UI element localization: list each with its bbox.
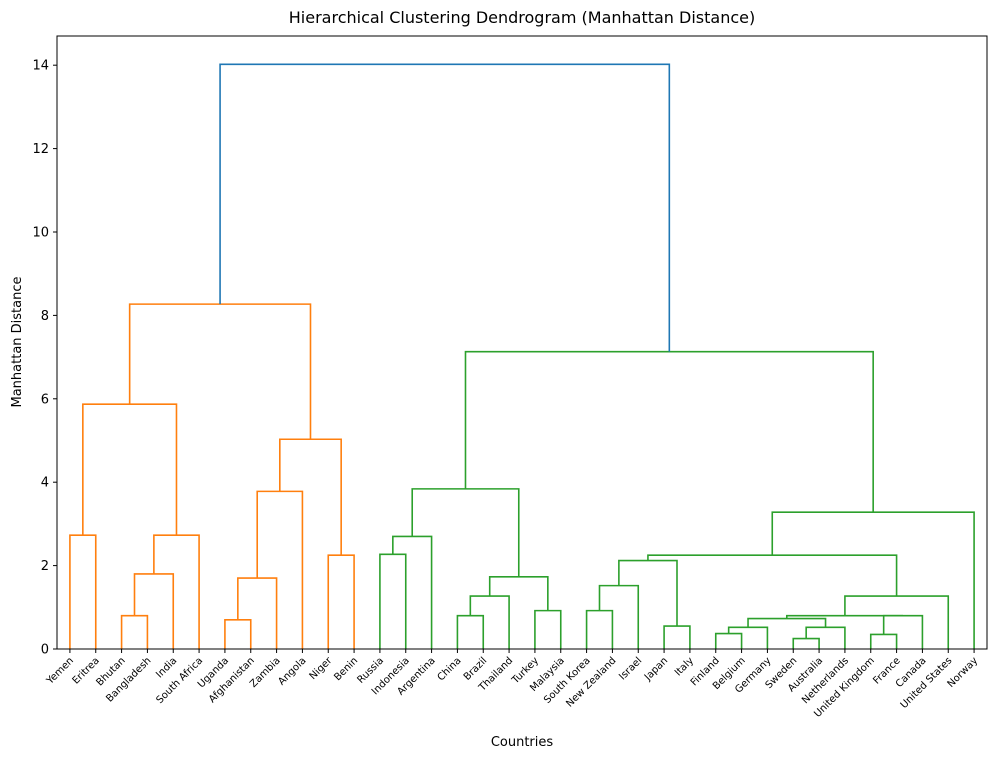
dendrogram-link — [534, 609, 562, 649]
dendrogram-link — [82, 403, 178, 536]
y-tick-label: 10 — [32, 225, 49, 240]
dendrogram-link — [379, 553, 407, 649]
y-tick-label: 8 — [41, 309, 49, 324]
dendrogram-link — [120, 614, 149, 649]
y-tick-label: 2 — [41, 559, 49, 574]
y-tick-label: 4 — [41, 476, 49, 491]
dendrogram-link — [747, 617, 827, 628]
dendrogram-link — [327, 554, 355, 649]
dendrogram-link — [882, 614, 924, 649]
dendrogram-link — [792, 637, 820, 649]
dendrogram-link — [869, 633, 898, 649]
dendrogram-link — [585, 609, 614, 649]
dendrogram-link — [153, 534, 200, 649]
x-tick-label: Israel — [617, 655, 644, 682]
dendrogram-link — [392, 535, 433, 649]
dendrogram-link — [237, 577, 278, 649]
dendrogram-link — [805, 626, 846, 649]
dendrogram-link — [714, 632, 743, 649]
x-tick-label: China — [436, 655, 464, 683]
dendrogram-link — [256, 490, 304, 649]
dendrogram-link — [219, 63, 671, 352]
dendrogram-link — [456, 614, 485, 649]
plot-frame — [56, 35, 988, 650]
x-axis-label: Countries — [491, 735, 554, 750]
x-tick-label: Angola — [276, 655, 308, 687]
dendrogram-link — [727, 626, 769, 649]
dendrogram-link — [133, 573, 175, 649]
dendrogram-link — [464, 350, 874, 513]
dendrogram-link — [663, 625, 691, 649]
dendrogram-link — [469, 595, 510, 649]
chart-title: Hierarchical Clustering Dendrogram (Manh… — [289, 8, 755, 27]
dendrogram-link — [488, 576, 549, 611]
y-tick-label: 0 — [41, 643, 49, 658]
dendrogram-link — [411, 488, 520, 577]
x-tick-label: Japan — [642, 655, 670, 683]
x-tick-label: Niger — [308, 655, 335, 682]
y-tick-label: 14 — [32, 59, 49, 74]
dendrogram-link — [647, 554, 898, 597]
y-tick-label: 6 — [41, 392, 49, 407]
dendrogram-link — [598, 584, 640, 649]
dendrogram-link — [785, 614, 904, 619]
dendrogram-link — [224, 619, 252, 649]
dendrogram-link — [279, 438, 342, 556]
dendrogram-link — [69, 534, 97, 649]
dendrogram-link — [771, 511, 975, 649]
dendrogram-links — [69, 63, 975, 649]
y-tick-label: 12 — [32, 142, 49, 157]
dendrogram-link — [618, 559, 678, 627]
y-axis: 0 2 4 6 8 10 12 14 — [32, 59, 57, 658]
x-tick-label: Italy — [673, 655, 696, 678]
y-axis-label: Manhattan Distance — [10, 276, 25, 407]
x-tick-label: Yemen — [44, 655, 76, 687]
dendrogram-link — [128, 303, 312, 440]
